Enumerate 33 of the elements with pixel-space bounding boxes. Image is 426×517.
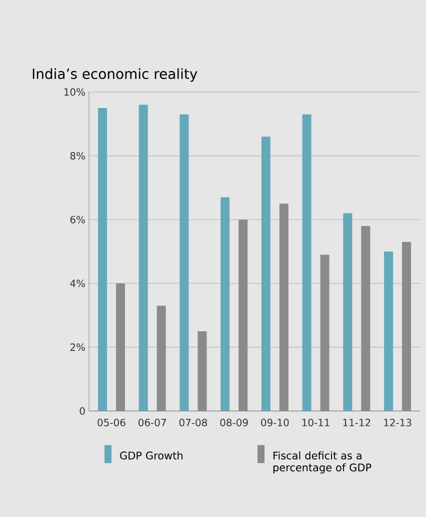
y-tick-label: 8%: [70, 152, 85, 160]
bar: [302, 114, 312, 411]
x-tick-label: 10-11: [302, 418, 330, 426]
bar: [198, 331, 207, 411]
bar: [220, 197, 230, 411]
y-tick-label: 10%: [64, 88, 85, 96]
bar: [320, 254, 330, 411]
bar: [343, 213, 352, 411]
y-tick-label: 4%: [70, 280, 85, 288]
y-tick-label: 6%: [70, 216, 85, 224]
bar: [384, 251, 394, 411]
bar: [279, 204, 288, 411]
y-tick-label: 2%: [70, 343, 85, 351]
bar: [402, 242, 412, 411]
legend-label: Fiscal deficit as a percentage of GDP: [273, 451, 372, 474]
legend-label: GDP Growth: [120, 451, 182, 460]
bar: [361, 226, 370, 411]
bar: [98, 108, 107, 411]
x-tick-label: 09-10: [261, 418, 289, 426]
x-tick-label: 11-12: [343, 418, 370, 426]
x-tick-label: 05-06: [98, 418, 126, 426]
bar: [238, 220, 248, 411]
x-tick-label: 06-07: [138, 418, 166, 426]
bar: [180, 114, 189, 411]
bar: [116, 283, 125, 411]
bar: [156, 306, 166, 411]
x-tick-label: 07-08: [179, 418, 207, 426]
x-tick-label: 08-09: [220, 418, 248, 426]
bar: [138, 104, 148, 411]
chart-title: India’s economic reality: [32, 68, 198, 82]
x-tick-label: 12-13: [384, 418, 412, 426]
bar: [261, 136, 270, 411]
y-tick-label: 0: [80, 407, 85, 415]
